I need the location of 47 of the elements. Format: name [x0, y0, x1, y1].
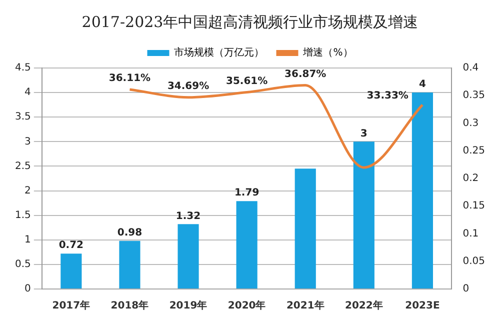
y-tick-label: 4.5 [14, 62, 31, 74]
data-label: 33.33% [366, 90, 408, 102]
x-tick-label: 2018年 [110, 300, 149, 312]
y-tick-label: 3.5 [14, 112, 31, 123]
bar [60, 254, 82, 288]
legend-label: 增速（%） [302, 46, 353, 59]
x-tick-label: 2022年 [344, 300, 383, 312]
x-tick-label: 2019年 [169, 300, 208, 312]
y-tick-label: 0 [24, 284, 31, 295]
y-tick-label: 1 [24, 234, 31, 246]
x-tick-label: 2020年 [228, 300, 266, 312]
data-label: 1.32 [176, 210, 201, 222]
y-tick-label: 4 [24, 87, 31, 98]
bar [353, 142, 374, 288]
y2-tick-label: 0.25 [462, 145, 485, 156]
legend-label: 市场规模（万亿元） [174, 46, 264, 59]
y2-tick-label: 0.35 [462, 90, 485, 102]
data-label: 4 [418, 79, 426, 90]
chart-title: 2017-2023年中国超高清视频行业市场规模及增速 [82, 12, 418, 31]
bar [412, 92, 433, 288]
x-tick-label: 2021年 [286, 300, 324, 312]
y-tick-label: 0.5 [14, 259, 31, 270]
y2-tick-label: 0.05 [462, 256, 485, 267]
y-tick-label: 2.5 [14, 160, 31, 172]
data-label: 34.69% [167, 80, 210, 92]
y2-tick-label: 0.15 [462, 200, 485, 212]
data-label: 36.87% [284, 68, 326, 80]
data-label: 36.11% [108, 73, 151, 84]
y2-tick-label: 0.1 [462, 228, 479, 240]
x-tick-label: 2023E [405, 300, 440, 312]
bar [294, 168, 316, 288]
data-label: 0.72 [58, 240, 84, 252]
data-label: 0.98 [117, 227, 142, 238]
data-label: 1.79 [234, 188, 260, 199]
y2-tick-label: 0 [462, 284, 470, 295]
bar [119, 240, 140, 288]
y2-tick-label: 0.2 [462, 173, 479, 184]
x-tick-label: 2017年 [52, 300, 90, 312]
data-label: 3 [360, 128, 368, 140]
y-tick-label: 1.5 [14, 210, 31, 221]
y-tick-label: 2 [24, 185, 31, 196]
y2-tick-label: 0.4 [462, 62, 479, 74]
data-label: 35.61% [226, 76, 268, 87]
bar [236, 201, 258, 288]
bar [178, 224, 199, 288]
y2-tick-label: 0.3 [462, 118, 479, 129]
y-tick-label: 3 [24, 136, 31, 148]
